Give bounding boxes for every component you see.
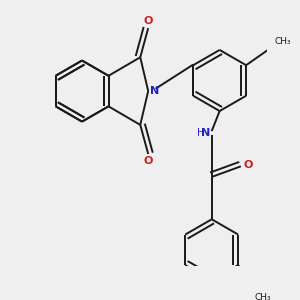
Text: O: O (143, 16, 153, 26)
Text: O: O (243, 160, 253, 170)
Text: CH₃: CH₃ (255, 293, 272, 300)
Text: O: O (143, 156, 153, 166)
Text: N: N (201, 128, 210, 138)
Text: H: H (197, 128, 204, 138)
Text: CH₃: CH₃ (274, 37, 291, 46)
Text: N: N (150, 86, 159, 96)
